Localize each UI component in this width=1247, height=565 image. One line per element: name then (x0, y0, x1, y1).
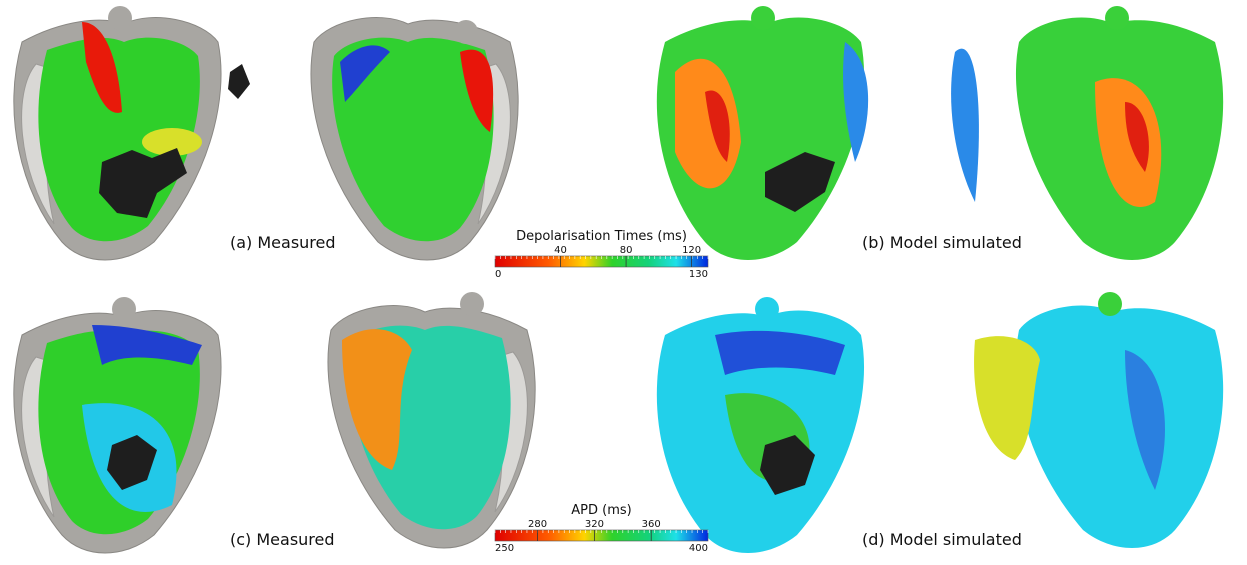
tick-label: 120 (682, 245, 701, 256)
range-label: 0 (495, 269, 501, 280)
heart-render (310, 17, 519, 261)
colorbar: Depolarisation Times (ms)40 80 120 0 130 (494, 229, 709, 280)
range-label: 130 (689, 269, 708, 280)
heart-render (327, 292, 536, 549)
colorbar-title: Depolarisation Times (ms) (516, 229, 687, 244)
panel-label: (c) Measured (230, 530, 335, 549)
range-label: 250 (495, 543, 514, 554)
panel-label: (a) Measured (230, 233, 336, 252)
heart-render (656, 6, 869, 261)
tick-label: 80 (620, 245, 633, 256)
tick-label: 320 (585, 519, 604, 530)
heart-render (951, 6, 1224, 261)
panel-label: (d) Model simulated (862, 530, 1022, 549)
colorbar-title: APD (ms) (571, 503, 631, 518)
heart-render (13, 297, 222, 554)
range-label: 400 (689, 543, 708, 554)
panel-label: (b) Model simulated (862, 233, 1022, 252)
heart-render (13, 6, 250, 261)
tick-label: 360 (642, 519, 661, 530)
tick-label: 40 (554, 245, 567, 256)
heart-render (656, 297, 865, 553)
tick-label: 280 (528, 519, 547, 530)
heart-render (974, 292, 1224, 548)
colorbar: APD (ms) 280 320 360 250 400 (494, 503, 709, 554)
